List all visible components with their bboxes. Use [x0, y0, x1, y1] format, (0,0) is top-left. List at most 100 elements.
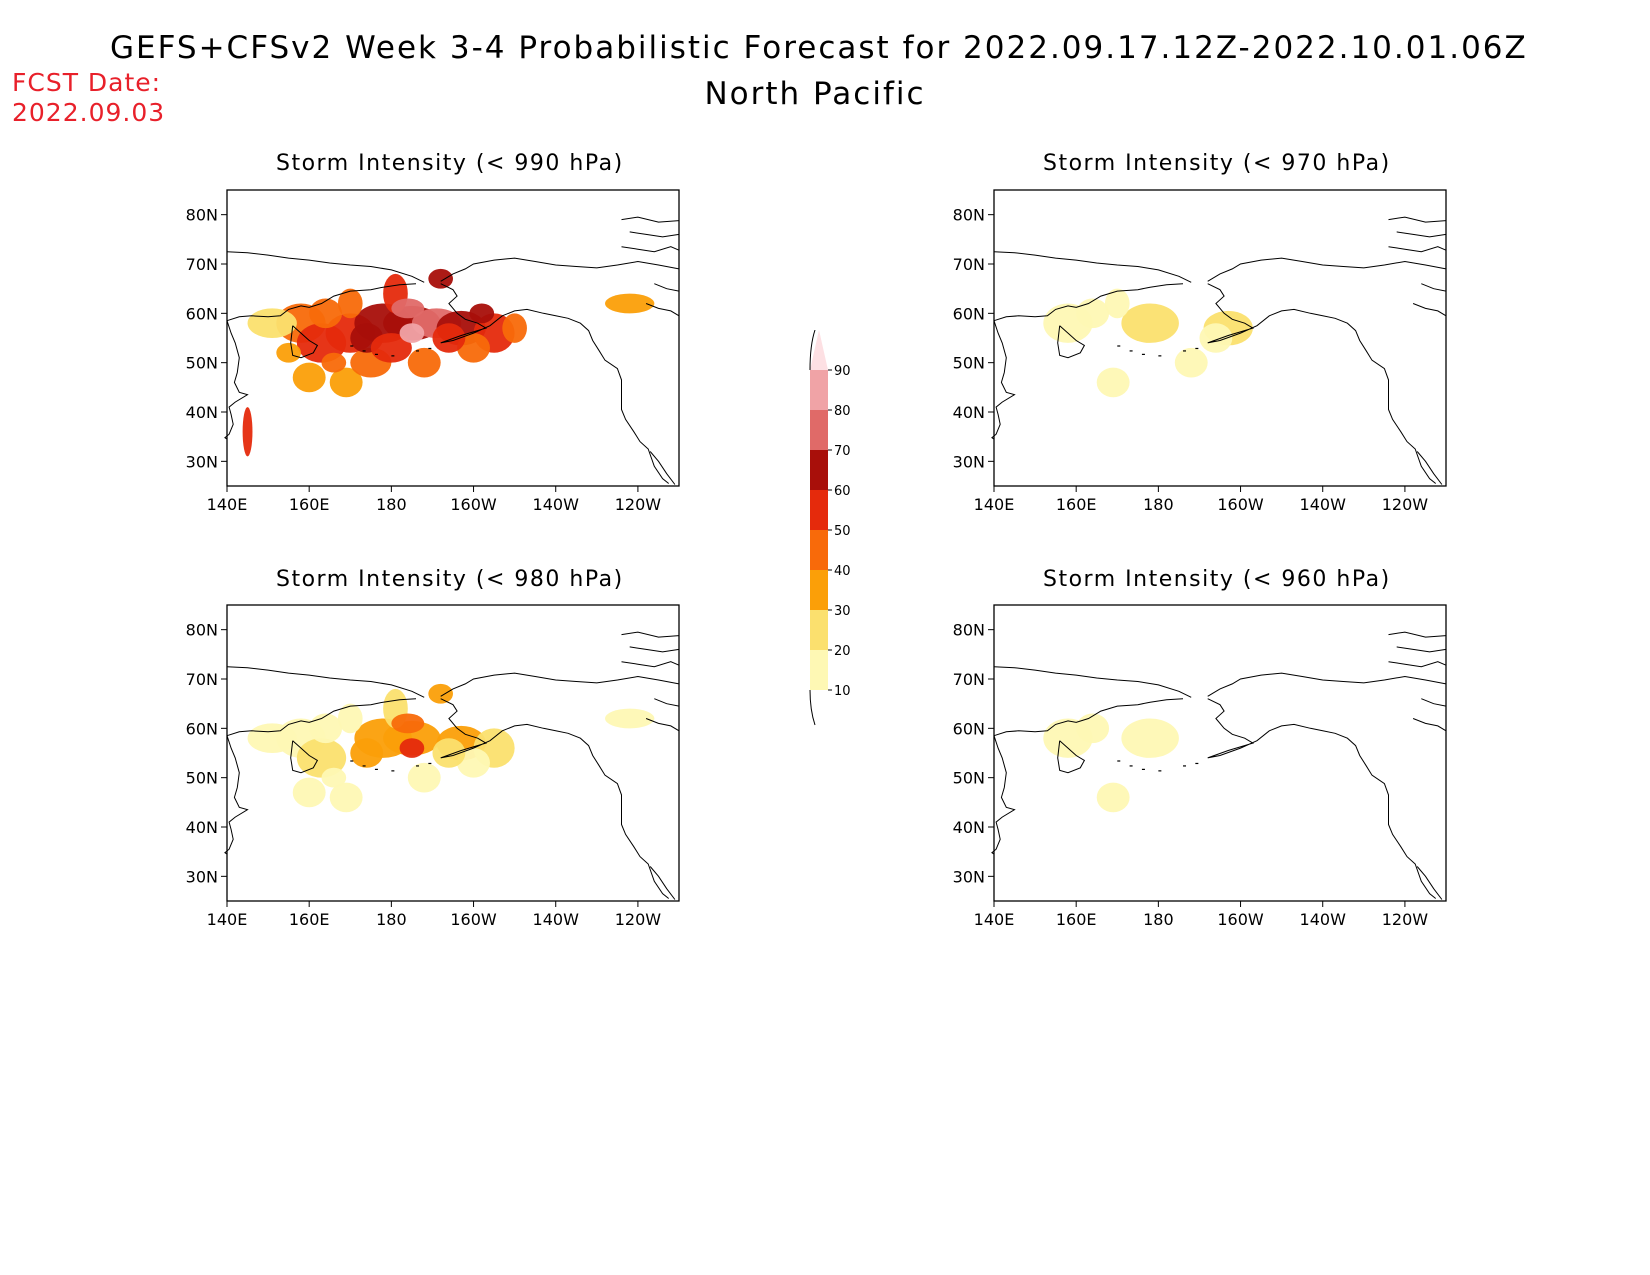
lat-tick-label: 60N: [953, 719, 985, 738]
map-panel-990: 140E 160E 180 160W 140W 120W 80N 70N 60N 50N 40N 30…: [186, 189, 680, 514]
probability-cell: [407, 762, 441, 793]
lat-tick-label: 70N: [953, 255, 985, 274]
probability-cell: [469, 303, 495, 324]
probability-field: [247, 683, 655, 813]
region-subtitle: North Pacific: [704, 76, 926, 112]
probability-cell: [605, 293, 655, 314]
lon-tick-label: 140E: [207, 495, 248, 514]
colorbar-label: 30: [834, 604, 851, 619]
lat-tick-label: 50N: [186, 354, 218, 373]
lon-tick-label: 120W: [1382, 495, 1429, 514]
lon-tick-label: 160W: [450, 910, 497, 929]
probability-cell: [329, 367, 363, 398]
lon-tick-label: 140W: [533, 910, 580, 929]
lat-tick-label: 70N: [186, 255, 218, 274]
probability-cell: [457, 748, 490, 778]
lat-tick-label: 30N: [186, 452, 218, 471]
colorbar-label: 10: [834, 684, 851, 699]
probability-cell: [391, 298, 425, 319]
probability-cell: [242, 407, 253, 457]
probability-field: [1043, 713, 1179, 813]
lat-tick-label: 70N: [186, 670, 218, 689]
lon-tick-label: 140E: [207, 910, 248, 929]
lat-tick-label: 30N: [953, 867, 985, 886]
probability-cell: [292, 362, 326, 393]
probability-cell: [350, 738, 384, 768]
colorbar-label: 80: [834, 404, 851, 419]
lat-tick-label: 80N: [953, 206, 985, 225]
lat-tick-label: 60N: [186, 719, 218, 738]
probability-cell: [1096, 367, 1130, 398]
lon-tick-label: 140W: [533, 495, 580, 514]
panel-title-990: Storm Intensity (< 990 hPa): [276, 151, 624, 176]
probability-cell: [370, 333, 412, 363]
colorbar-label: 20: [834, 644, 851, 659]
probability-cell: [1199, 323, 1233, 353]
lon-tick-label: 120W: [615, 495, 662, 514]
probability-cell: [247, 308, 297, 338]
main-title: GEFS+CFSv2 Week 3-4 Probabilistic Foreca…: [110, 30, 1528, 66]
probability-cell: [407, 347, 441, 378]
lon-tick-label: 140W: [1300, 910, 1347, 929]
probability-cell: [276, 342, 301, 363]
probability-cell: [428, 683, 453, 704]
map-panel-980: 140E 160E 180 160W 140W 120W 80N 70N 60N 50N 40N 30…: [186, 604, 680, 929]
colorbar-label: 40: [834, 564, 851, 579]
colorbar-swatch: [810, 410, 828, 450]
probability-cell: [1096, 782, 1130, 813]
lat-tick-label: 50N: [953, 769, 985, 788]
lat-tick-label: 80N: [953, 621, 985, 640]
map-frame: [226, 189, 680, 487]
lat-tick-label: 70N: [953, 670, 985, 689]
coastlines: [991, 631, 1447, 900]
probability-cell: [1121, 718, 1179, 758]
probability-cell: [399, 323, 425, 343]
lon-tick-label: 160W: [1217, 495, 1264, 514]
probability-cell: [399, 738, 425, 758]
lon-tick-label: 120W: [1382, 910, 1429, 929]
probability-cell: [247, 723, 297, 753]
probability-cell: [337, 703, 363, 734]
panel-title-980: Storm Intensity (< 980 hPa): [276, 567, 624, 592]
colorbar-swatch: [810, 650, 828, 690]
colorbar-swatch: [810, 570, 828, 610]
probability-cell: [321, 352, 347, 373]
lon-tick-label: 160E: [289, 910, 330, 929]
lat-tick-label: 40N: [953, 818, 985, 837]
colorbar-swatch: [810, 450, 828, 490]
probability-cell: [337, 288, 363, 319]
lat-tick-label: 60N: [953, 304, 985, 323]
map-panel-960: 140E 160E 180 160W 140W 120W 80N 70N 60N 50N 40N 30…: [953, 604, 1447, 929]
lat-tick-label: 40N: [186, 818, 218, 837]
panel-title-960: Storm Intensity (< 960 hPa): [1043, 567, 1391, 592]
probability-cell: [428, 268, 453, 289]
colorbar-label: 50: [834, 524, 851, 539]
probability-cell: [292, 777, 326, 808]
lat-tick-label: 40N: [186, 403, 218, 422]
lat-tick-label: 30N: [953, 452, 985, 471]
lat-tick-label: 60N: [186, 304, 218, 323]
lon-tick-label: 180: [376, 910, 407, 929]
probability-cell: [457, 333, 490, 363]
colorbar-label: 90: [834, 364, 851, 379]
probability-cell: [321, 767, 347, 788]
map-frame: [226, 604, 680, 902]
probability-cell: [1076, 298, 1110, 329]
colorbar-swatch: [810, 610, 828, 650]
lat-tick-label: 30N: [186, 867, 218, 886]
probability-cell: [296, 738, 347, 778]
lon-tick-label: 160W: [450, 495, 497, 514]
probability-cell: [432, 738, 466, 768]
probability-cell: [1121, 303, 1179, 343]
lon-tick-label: 160E: [1056, 495, 1097, 514]
fcst-date-label: FCST Date:: [12, 68, 162, 97]
probability-cell: [1076, 713, 1110, 744]
lon-tick-label: 180: [1143, 495, 1174, 514]
probability-cell: [1174, 347, 1208, 378]
lon-tick-label: 160W: [1217, 910, 1264, 929]
lon-tick-label: 140E: [974, 495, 1015, 514]
map-frame: [993, 604, 1447, 902]
probability-cell: [391, 713, 425, 734]
lat-tick-label: 80N: [186, 621, 218, 640]
coastlines: [224, 631, 680, 900]
